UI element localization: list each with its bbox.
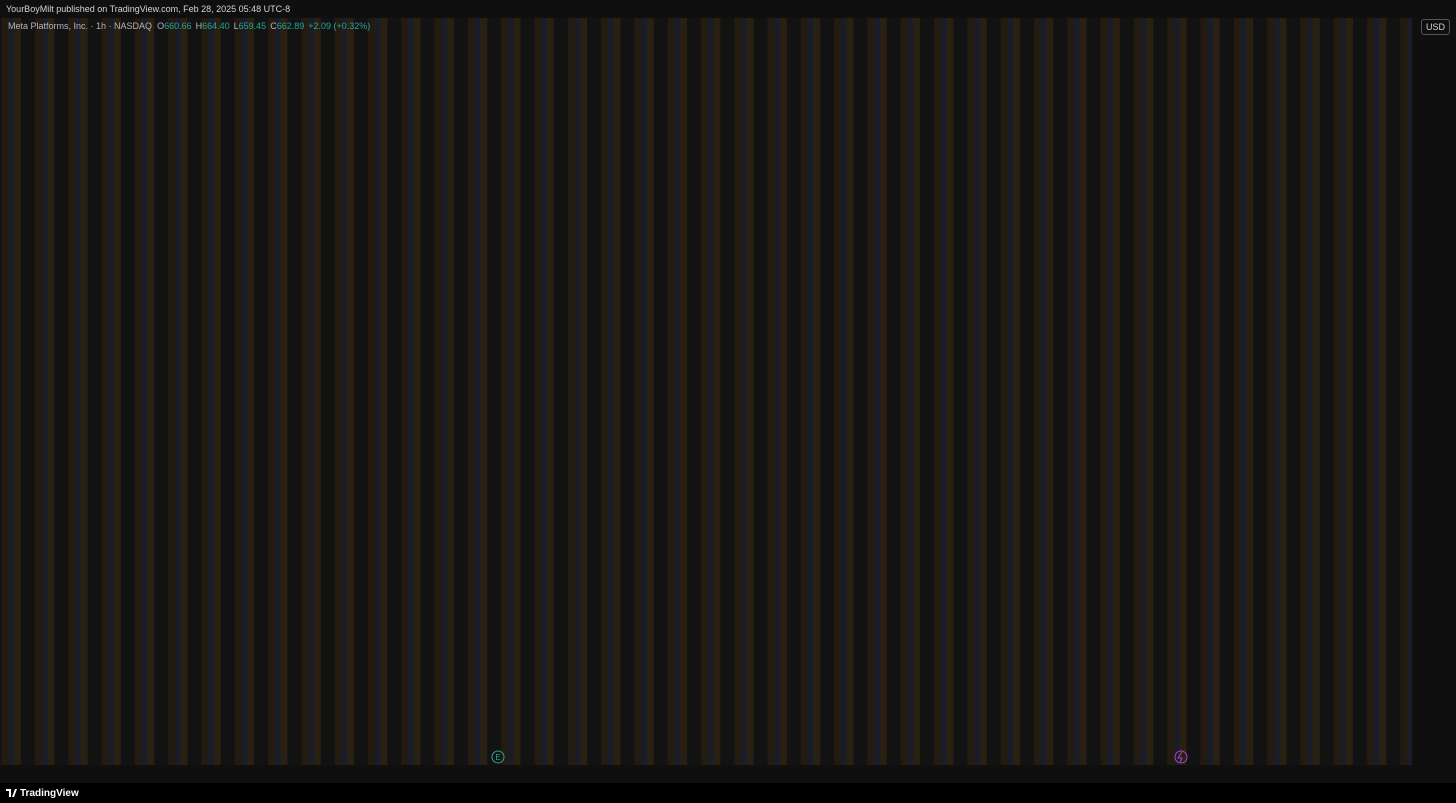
ohlc: O660.66 H664.40 L659.45 C662.89	[157, 21, 308, 31]
publisher-line: YourBoyMilt published on TradingView.com…	[6, 4, 291, 14]
symbol-legend: Meta Platforms, Inc. · 1h · NASDAQ O660.…	[8, 21, 374, 31]
ohlc-value: 664.40	[202, 21, 230, 31]
price-axis-background	[1412, 0, 1456, 783]
ohlc-key: L	[233, 21, 239, 31]
ohlc-value: 659.45	[238, 21, 267, 31]
footer: TradingView	[0, 783, 1456, 803]
ohlc-value: 662.89	[276, 21, 305, 31]
plot-background	[0, 18, 1412, 765]
brand: TradingView	[20, 788, 79, 799]
logo	[6, 789, 17, 797]
svg-text:E: E	[495, 753, 500, 762]
ohlc-key: H	[195, 21, 203, 31]
dividend-icon	[1174, 750, 1188, 764]
ohlc-value: 660.66	[164, 21, 192, 31]
currency-button[interactable]: USD	[1420, 19, 1450, 35]
ohlc-key: C	[270, 21, 277, 31]
ohlc-key: O	[157, 21, 165, 31]
change: +2.09 (+0.32%)	[308, 21, 371, 31]
earnings-icon: E	[491, 750, 505, 764]
symbol: Meta Platforms, Inc. · 1h · NASDAQ	[8, 21, 153, 31]
